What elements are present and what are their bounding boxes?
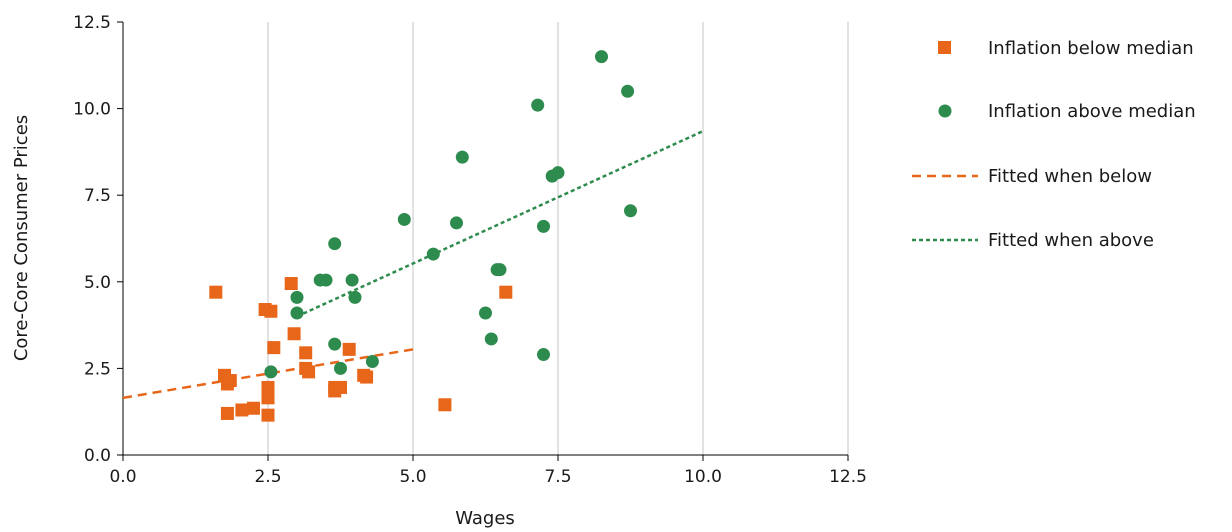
x-tick-label: 10.0 [684,467,722,487]
axes [117,21,849,461]
point-below-median [209,285,223,299]
point-above-median [328,337,342,351]
x-tick-label: 7.5 [544,467,571,487]
point-below-median [499,285,513,299]
point-below-median [287,327,301,341]
y-axis-title: Core-Core Consumer Prices [11,115,32,361]
point-below-median [220,406,234,420]
point-above-median [484,332,498,346]
point-below-median [267,341,281,355]
point-below-median [264,304,278,318]
point-above-median [264,365,278,379]
gridlines [267,22,849,455]
y-tick-label: 2.5 [84,359,111,379]
legend-marker-above [938,104,952,118]
point-above-median [455,150,469,164]
point-below-median [299,346,313,360]
point-below-median [223,374,237,388]
point-below-median [438,398,452,412]
point-above-median [345,273,359,287]
legend-label-fit-below: Fitted when below [988,166,1152,187]
legend-label-above: Inflation above median [988,101,1196,122]
fit-lines [122,129,704,400]
point-below-median [360,370,374,384]
point-above-median [479,306,492,320]
point-below-median [261,380,275,394]
point-below-median [334,380,347,394]
point-above-median [334,361,347,375]
point-above-median [537,219,550,233]
y-tick-label: 12.5 [73,13,111,33]
y-tick-label: 5.0 [84,273,111,293]
point-above-median [319,273,333,287]
point-above-median [624,204,637,218]
point-above-median [365,354,379,368]
y-tick-label: 0.0 [84,446,111,466]
point-above-median [397,212,411,226]
data-points [209,50,637,422]
fit-line-below [122,348,414,400]
point-above-median [493,263,507,277]
point-above-median [595,50,608,64]
point-above-median [450,216,463,230]
point-below-median [284,277,298,291]
legend-label-below: Inflation below median [988,38,1194,59]
point-above-median [621,84,635,98]
x-axis-title: Wages [455,508,515,529]
legend-label-fit-above: Fitted when above [988,230,1154,251]
x-tick-label: 5.0 [399,467,426,487]
legend: Inflation below median Inflation above m… [912,38,1196,251]
x-tick-label: 2.5 [254,467,281,487]
point-above-median [537,348,550,362]
point-above-median [290,290,304,304]
point-above-median [551,166,565,180]
point-below-median [235,403,249,417]
point-above-median [328,237,342,251]
y-tick-label: 10.0 [73,100,111,120]
point-above-median [531,98,545,112]
fit-line-above [296,129,704,318]
x-tick-label: 12.5 [829,467,867,487]
point-above-median [290,306,304,320]
point-above-median [348,290,362,304]
x-tick-label: 0.0 [109,467,136,487]
point-below-median [261,408,275,422]
y-tick-label: 7.5 [84,186,111,206]
point-below-median [342,342,356,356]
point-below-median [302,365,316,379]
point-above-median [426,247,440,261]
tick-labels: 0.0 2.5 5.0 7.5 10.0 12.5 0.0 2.5 5.0 7.5 10.0 12.5 [73,13,867,487]
legend-marker-below [938,41,951,54]
point-below-median [247,401,260,415]
